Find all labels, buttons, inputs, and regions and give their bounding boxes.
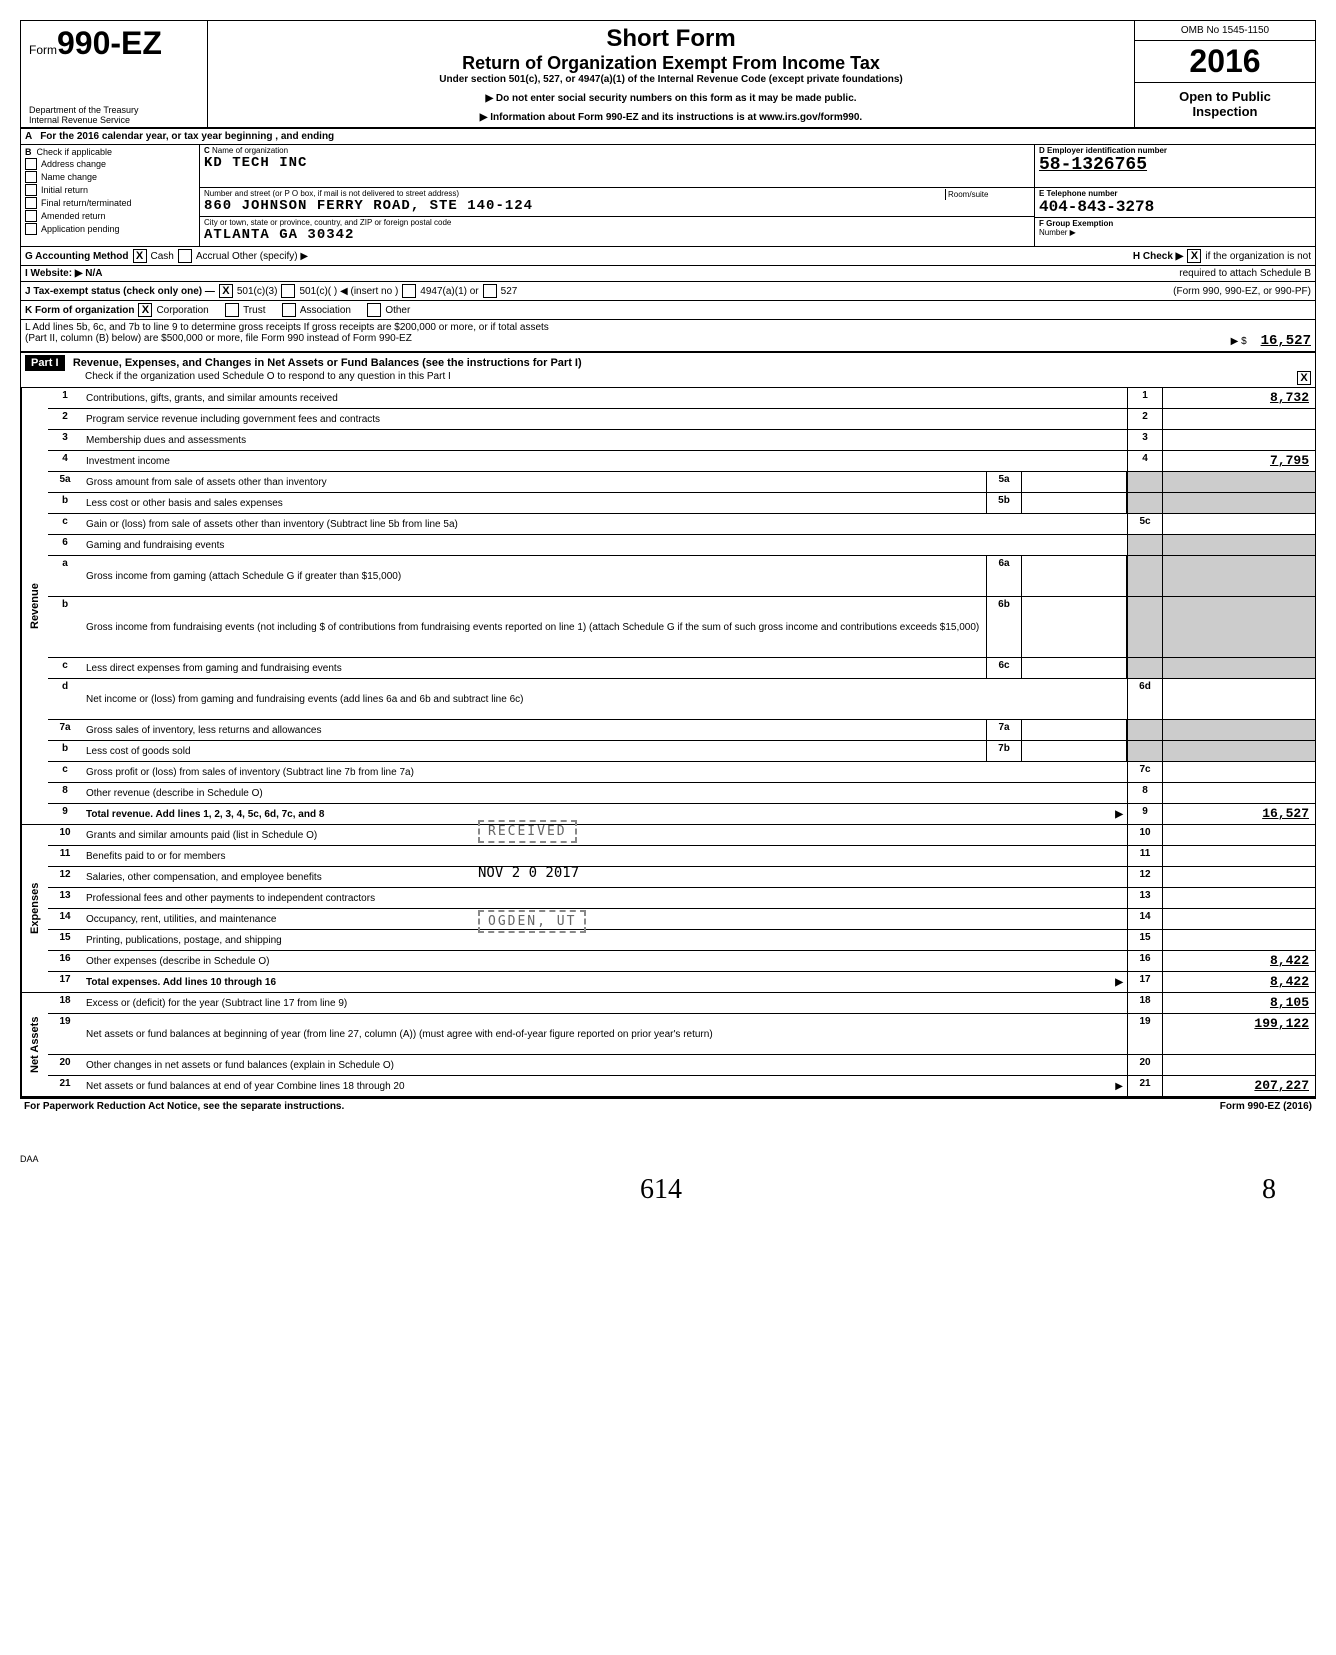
row-i-website: I Website: ▶ N/A required to attach Sche… [21, 266, 1315, 282]
gross-receipts: 16,527 [1261, 333, 1311, 349]
side-net-assets: Net Assets [21, 993, 48, 1096]
cb-initial-return[interactable] [25, 184, 37, 196]
form-number: 990-EZ [57, 25, 162, 61]
dept-irs: Internal Revenue Service [29, 115, 139, 125]
header-row: Form990-EZ Department of the Treasury In… [21, 21, 1315, 129]
tax-year: 2016 [1135, 41, 1315, 83]
cb-cash[interactable]: X [133, 249, 147, 263]
col-c-org-info: C Name of organization KD TECH INC Numbe… [200, 145, 1035, 246]
form-990ez: Form990-EZ Department of the Treasury In… [20, 20, 1316, 1099]
net-assets-section: Net Assets 18Excess or (deficit) for the… [21, 993, 1315, 1098]
cb-527[interactable] [483, 284, 497, 298]
part1-header: Part I Revenue, Expenses, and Changes in… [21, 353, 1315, 388]
val-21: 207,227 [1163, 1076, 1315, 1096]
form-number-cell: Form990-EZ Department of the Treasury In… [21, 21, 208, 127]
cb-trust[interactable] [225, 303, 239, 317]
cb-app-pending[interactable] [25, 223, 37, 235]
val-15 [1163, 930, 1315, 950]
cb-schedule-b[interactable]: X [1187, 249, 1201, 263]
open-public: Open to Public [1137, 89, 1313, 104]
cb-name-change[interactable] [25, 171, 37, 183]
paperwork-notice: For Paperwork Reduction Act Notice, see … [24, 1101, 344, 1112]
val-11 [1163, 846, 1315, 866]
val-5c [1163, 514, 1315, 534]
stamp-date: NOV 2 0 2017 [478, 865, 579, 881]
cb-corporation[interactable]: X [138, 303, 152, 317]
val-1: 8,732 [1163, 388, 1315, 408]
year-cell: OMB No 1545-1150 2016 Open to Public Ins… [1135, 21, 1315, 127]
revenue-section: Revenue 1Contributions, gifts, grants, a… [21, 388, 1315, 825]
ein: 58-1326765 [1039, 155, 1147, 175]
val-2 [1163, 409, 1315, 429]
expenses-section: Expenses RECEIVED NOV 2 0 2017 OGDEN, UT… [21, 825, 1315, 993]
form-id-footer: Form 990-EZ (2016) [1220, 1101, 1312, 1112]
cb-amended[interactable] [25, 210, 37, 222]
org-street: 860 JOHNSON FERRY ROAD, STE 140-124 [204, 198, 945, 214]
col-def: D Employer identification number 58-1326… [1035, 145, 1315, 246]
cb-address-change[interactable] [25, 158, 37, 170]
val-16: 8,422 [1163, 951, 1315, 971]
stamp-received: RECEIVED [478, 820, 577, 843]
handwritten-marks: 614 8 [20, 1164, 1316, 1216]
row-l-gross-receipts: L Add lines 5b, 6c, and 7b to line 9 to … [21, 320, 1315, 353]
val-6d [1163, 679, 1315, 719]
cb-4947[interactable] [402, 284, 416, 298]
cb-accrual[interactable] [178, 249, 192, 263]
form-prefix: Form [29, 43, 57, 57]
val-20 [1163, 1055, 1315, 1075]
row-j-tax-exempt: J Tax-exempt status (check only one) — X… [21, 282, 1315, 301]
val-4: 7,795 [1163, 451, 1315, 471]
val-9-total-revenue: 16,527 [1163, 804, 1315, 824]
part1-label: Part I [25, 355, 65, 371]
section-bcdef: B Check if applicable Address change Nam… [21, 145, 1315, 247]
cb-final-return[interactable] [25, 197, 37, 209]
row-g-accounting: G Accounting Method XCash Accrual Other … [21, 247, 1315, 266]
row-a-calendar-year: A For the 2016 calendar year, or tax yea… [21, 129, 1315, 145]
room-suite: Room/suite [945, 189, 1030, 200]
daa: DAA [20, 1154, 1316, 1164]
inspection: Inspection [1137, 104, 1313, 119]
val-7c [1163, 762, 1315, 782]
footer: For Paperwork Reduction Act Notice, see … [20, 1099, 1316, 1114]
cb-501c[interactable] [281, 284, 295, 298]
stamp-ogden: OGDEN, UT [478, 910, 586, 933]
cb-schedule-o[interactable]: X [1297, 371, 1311, 385]
org-name: KD TECH INC [204, 155, 307, 171]
dept-treasury: Department of the Treasury [29, 105, 139, 115]
row-k-form-org: K Form of organization XCorporation Trus… [21, 301, 1315, 320]
val-10 [1163, 825, 1315, 845]
title-main: Short Form [212, 25, 1130, 53]
side-expenses: Expenses [21, 825, 48, 992]
org-city: ATLANTA GA 30342 [204, 227, 354, 243]
val-18: 8,105 [1163, 993, 1315, 1013]
val-3 [1163, 430, 1315, 450]
val-12 [1163, 867, 1315, 887]
title-cell: Short Form Return of Organization Exempt… [208, 21, 1135, 127]
cb-501c3[interactable]: X [219, 284, 233, 298]
side-revenue: Revenue [21, 388, 48, 824]
val-19: 199,122 [1163, 1014, 1315, 1054]
val-17-total-expenses: 8,422 [1163, 972, 1315, 992]
val-8 [1163, 783, 1315, 803]
title-under: Under section 501(c), 527, or 4947(a)(1)… [212, 74, 1130, 85]
phone: 404-843-3278 [1039, 198, 1154, 216]
cb-other[interactable] [367, 303, 381, 317]
note-info: ▶ Information about Form 990-EZ and its … [212, 112, 1130, 123]
note-ssn: ▶ Do not enter social security numbers o… [212, 93, 1130, 104]
val-14 [1163, 909, 1315, 929]
col-b-checkboxes: B Check if applicable Address change Nam… [21, 145, 200, 246]
omb-number: OMB No 1545-1150 [1135, 21, 1315, 41]
cb-association[interactable] [282, 303, 296, 317]
val-13 [1163, 888, 1315, 908]
title-sub: Return of Organization Exempt From Incom… [212, 53, 1130, 74]
